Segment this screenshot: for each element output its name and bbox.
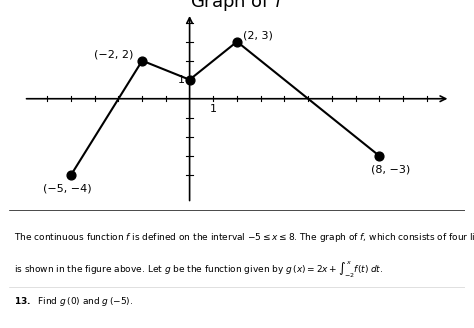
Text: (2, 3): (2, 3)	[243, 31, 273, 41]
Title: Graph of $f$: Graph of $f$	[190, 0, 284, 13]
Text: is shown in the figure above. Let $g$ be the function given by $g\,(x) = 2x + \i: is shown in the figure above. Let $g$ be…	[14, 259, 383, 280]
Point	[375, 153, 383, 158]
Point	[186, 77, 193, 82]
Point	[138, 58, 146, 63]
Text: 1: 1	[178, 75, 185, 85]
Text: (8, −3): (8, −3)	[372, 164, 410, 174]
Text: 1: 1	[210, 104, 217, 114]
Text: $\mathbf{13.}$  Find $g\,(0)$ and $g\,(-5)$.: $\mathbf{13.}$ Find $g\,(0)$ and $g\,(-5…	[14, 295, 133, 308]
Text: (−2, 2): (−2, 2)	[94, 49, 134, 59]
Text: (−5, −4): (−5, −4)	[43, 183, 92, 193]
Point	[233, 39, 241, 44]
Text: The continuous function $f$ is defined on the interval $-5 \leq x \leq 8$. The g: The continuous function $f$ is defined o…	[14, 231, 474, 244]
Point	[67, 172, 75, 177]
